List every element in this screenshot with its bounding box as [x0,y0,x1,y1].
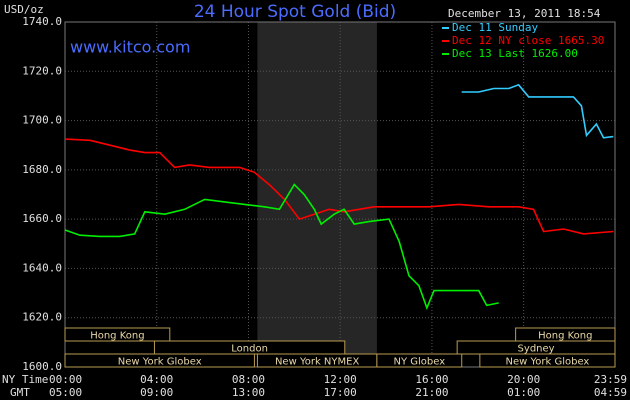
price-line [461,83,614,139]
x-tick-label: 00:00 [49,373,82,386]
x2-tick-label: 05:00 [49,386,82,399]
legend-label: Dec 12 NY close 1665.30 [452,34,604,47]
y-tick-label: 1660.0 [22,212,62,225]
session-box [376,353,463,368]
y-tick-label: 1720.0 [22,64,62,77]
x-row-label: GMT [10,386,30,399]
session-label: New York Globex [118,357,202,368]
session-label: New York Globex [505,357,589,368]
legend-label: Dec 13 Last 1626.00 [452,47,578,60]
price-line [64,138,614,235]
timestamp: December 13, 2011 18:54 [448,7,601,20]
y-tick-label: 1740.0 [22,15,62,28]
x-row-label: NY Time [2,373,48,386]
x-tick-label: 08:00 [232,373,265,386]
session-box [479,353,616,368]
x2-tick-label: 09:00 [140,386,173,399]
x-tick-label: 23:59 [594,373,627,386]
session-label: Hong Kong [90,331,144,342]
x-tick-label: 12:00 [324,373,357,386]
x2-tick-label: 13:00 [232,386,265,399]
x-tick-label: 04:00 [140,373,173,386]
y-tick-label: 1600.0 [22,360,62,373]
session-label: NY Globex [393,357,445,368]
price-line [64,183,499,311]
x-tick-label: 20:00 [507,373,540,386]
watermark: www.kitco.com [70,38,190,57]
session-box [64,353,255,368]
x2-tick-label: 01:00 [507,386,540,399]
x2-tick-label: 21:00 [415,386,448,399]
chart-title: 24 Hour Spot Gold (Bid) [194,2,396,22]
y-tick-label: 1680.0 [22,163,62,176]
session-label: New York NYMEX [275,357,360,368]
shaded-period [257,22,377,367]
x-tick-label: 16:00 [415,373,448,386]
x2-tick-label: 04:59 [594,386,627,399]
y-tick-label: 1700.0 [22,114,62,127]
session-box [64,327,171,342]
session-label: London [231,344,268,355]
x2-tick-label: 17:00 [324,386,357,399]
y-tick-label: 1620.0 [22,311,62,324]
y-unit: USD/oz [4,3,44,16]
session-label: Hong Kong [538,331,592,342]
legend-label: Dec 11 Sunday [452,21,538,34]
y-tick-label: 1640.0 [22,261,62,274]
session-label: Sydney [518,344,555,355]
